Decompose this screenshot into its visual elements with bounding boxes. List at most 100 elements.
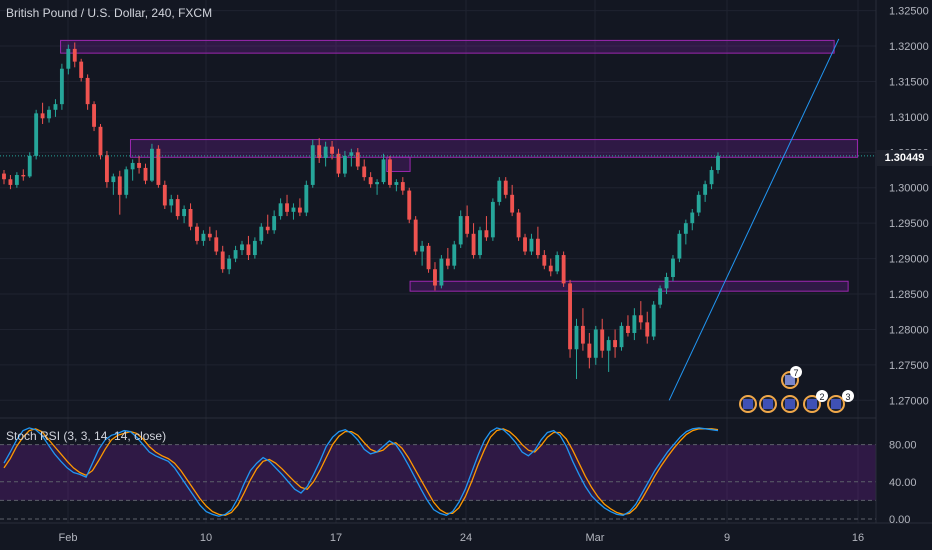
candle-body[interactable]	[465, 216, 470, 234]
candle-body[interactable]	[433, 269, 437, 286]
candle-body[interactable]	[535, 238, 540, 256]
candle-body[interactable]	[593, 329, 598, 358]
candle-body[interactable]	[709, 170, 714, 185]
candle-body[interactable]	[375, 182, 380, 185]
resistance-zone[interactable]	[60, 39, 835, 54]
candle-body[interactable]	[471, 233, 476, 256]
candle-body[interactable]	[388, 159, 392, 185]
candle-body[interactable]	[85, 77, 90, 105]
candle-body[interactable]	[497, 180, 502, 202]
candle-body[interactable]	[252, 240, 257, 256]
candle-body[interactable]	[452, 244, 457, 266]
candle-body[interactable]	[490, 201, 495, 238]
candle-body[interactable]	[632, 315, 637, 333]
candle-body[interactable]	[40, 113, 45, 119]
candle-body[interactable]	[47, 109, 51, 119]
candle-body[interactable]	[651, 304, 656, 337]
candle-body[interactable]	[336, 153, 341, 174]
candle-body[interactable]	[484, 230, 489, 238]
resistance-zone[interactable]	[409, 280, 849, 292]
candle-body[interactable]	[246, 244, 251, 256]
candle-body[interactable]	[368, 177, 373, 185]
candle-body[interactable]	[516, 212, 521, 238]
candle-body[interactable]	[117, 176, 122, 195]
candle-body[interactable]	[458, 216, 463, 245]
candle-body[interactable]	[529, 238, 534, 252]
candle-body[interactable]	[613, 340, 618, 348]
candle-body[interactable]	[8, 179, 13, 185]
candle-body[interactable]	[606, 340, 611, 351]
candle-body[interactable]	[137, 162, 142, 168]
candle-body[interactable]	[92, 104, 96, 127]
candle-body[interactable]	[240, 244, 244, 251]
candle-body[interactable]	[259, 226, 264, 241]
resistance-zone[interactable]	[386, 156, 411, 172]
candle-body[interactable]	[188, 209, 193, 227]
candle-body[interactable]	[214, 237, 219, 252]
candle-body[interactable]	[523, 237, 527, 252]
candle-body[interactable]	[394, 182, 399, 185]
resistance-zone[interactable]	[129, 139, 858, 158]
candle-body[interactable]	[503, 180, 508, 195]
candle-body[interactable]	[98, 126, 103, 156]
candle-body[interactable]	[53, 104, 58, 110]
candle-body[interactable]	[182, 209, 187, 217]
candle-body[interactable]	[220, 251, 225, 270]
candle-body[interactable]	[587, 343, 592, 358]
candle-body[interactable]	[671, 258, 675, 278]
candle-body[interactable]	[285, 203, 289, 212]
candle-body[interactable]	[696, 194, 701, 213]
candle-body[interactable]	[381, 159, 386, 183]
candle-body[interactable]	[291, 207, 296, 212]
candle-body[interactable]	[407, 190, 412, 220]
candle-body[interactable]	[510, 194, 515, 213]
candle-body[interactable]	[310, 145, 315, 185]
candle-body[interactable]	[413, 219, 418, 252]
candle-body[interactable]	[150, 148, 154, 181]
candle-body[interactable]	[645, 322, 650, 337]
candle-body[interactable]	[330, 146, 334, 154]
candle-body[interactable]	[2, 173, 6, 180]
candle-body[interactable]	[426, 245, 431, 270]
candle-body[interactable]	[21, 174, 26, 177]
candle-body[interactable]	[130, 162, 135, 170]
candle-body[interactable]	[690, 212, 695, 224]
candle-body[interactable]	[342, 155, 347, 174]
candle-body[interactable]	[317, 145, 322, 158]
candle-body[interactable]	[439, 258, 444, 286]
candle-body[interactable]	[703, 184, 708, 195]
candle-body[interactable]	[355, 152, 360, 167]
candle-body[interactable]	[420, 245, 425, 252]
candle-body[interactable]	[72, 48, 77, 62]
candle-body[interactable]	[304, 184, 309, 213]
candle-body[interactable]	[195, 226, 199, 241]
candle-body[interactable]	[619, 325, 624, 348]
candle-body[interactable]	[278, 203, 283, 217]
candle-body[interactable]	[175, 199, 180, 217]
candle-body[interactable]	[626, 325, 630, 333]
candle-body[interactable]	[323, 146, 328, 158]
candle-body[interactable]	[349, 152, 354, 156]
candle-body[interactable]	[104, 155, 109, 183]
candle-body[interactable]	[600, 329, 605, 351]
candle-body[interactable]	[111, 176, 116, 183]
candle-body[interactable]	[143, 167, 148, 181]
candle-body[interactable]	[27, 155, 32, 177]
candle-body[interactable]	[66, 48, 71, 69]
candle-body[interactable]	[156, 148, 161, 185]
candle-body[interactable]	[542, 255, 547, 266]
candle-body[interactable]	[297, 207, 302, 213]
candle-body[interactable]	[716, 155, 720, 171]
candle-body[interactable]	[548, 265, 553, 272]
candle-body[interactable]	[362, 166, 367, 178]
candle-body[interactable]	[265, 226, 270, 231]
candle-body[interactable]	[555, 255, 560, 272]
candle-body[interactable]	[14, 174, 19, 185]
candle-body[interactable]	[79, 61, 84, 78]
candle-body[interactable]	[59, 68, 64, 105]
candle-body[interactable]	[445, 258, 450, 266]
candle-body[interactable]	[227, 258, 232, 270]
candle-body[interactable]	[664, 277, 669, 289]
candle-body[interactable]	[683, 223, 688, 234]
